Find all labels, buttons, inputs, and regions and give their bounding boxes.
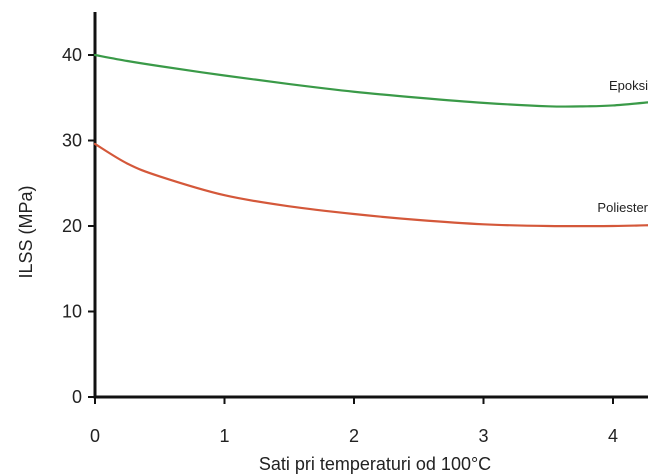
x-tick-label: 4 xyxy=(608,426,618,446)
y-axis-title: ILSS (MPa) xyxy=(16,185,36,278)
y-tick-label: 40 xyxy=(62,45,82,65)
series-layer: Epoksi Poliester xyxy=(93,53,648,228)
series-line-epoksi xyxy=(93,53,648,108)
series-label-epoksi: Epoksi xyxy=(609,78,648,93)
x-tick-label: 1 xyxy=(219,426,229,446)
series-line-poliester xyxy=(93,142,648,228)
y-tick-label: 10 xyxy=(62,302,82,322)
x-tick-label: 0 xyxy=(90,426,100,446)
series-label-poliester: Poliester xyxy=(597,200,648,215)
y-tick-label: 0 xyxy=(72,387,82,407)
y-tick-label: 30 xyxy=(62,131,82,151)
x-axis-title: Sati pri temperaturi od 100°C xyxy=(259,454,491,474)
x-tick-label: 3 xyxy=(478,426,488,446)
x-tick-label: 2 xyxy=(349,426,359,446)
x-axis-ticks: 0 1 2 3 4 xyxy=(90,397,618,446)
y-axis-ticks: 0 10 20 30 40 xyxy=(62,45,95,407)
plot-area: 0 10 20 30 40 0 1 2 3 4 Epoksi Poliester xyxy=(62,12,648,446)
y-tick-label: 20 xyxy=(62,216,82,236)
